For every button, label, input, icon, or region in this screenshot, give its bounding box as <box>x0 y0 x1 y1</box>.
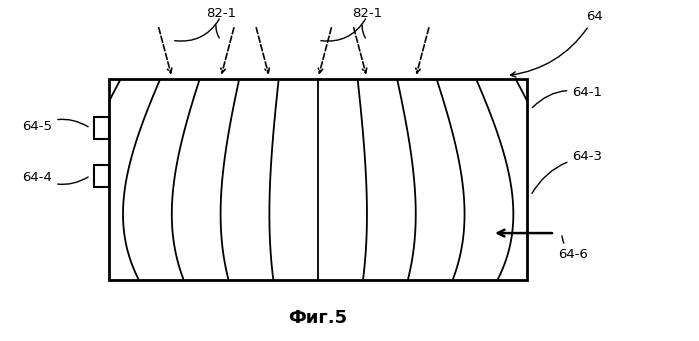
Text: 64: 64 <box>510 10 603 77</box>
Text: 82-1: 82-1 <box>352 6 382 38</box>
Text: 64-1: 64-1 <box>533 86 603 108</box>
Bar <box>109 79 527 280</box>
Text: Фиг.5: Фиг.5 <box>289 309 347 327</box>
Text: 82-1: 82-1 <box>206 6 236 38</box>
Bar <box>94 117 109 139</box>
Text: 64-6: 64-6 <box>559 236 589 262</box>
Text: 64-4: 64-4 <box>22 170 88 184</box>
Text: 64-5: 64-5 <box>22 119 88 133</box>
Bar <box>94 165 109 187</box>
Text: 64-3: 64-3 <box>532 150 603 193</box>
